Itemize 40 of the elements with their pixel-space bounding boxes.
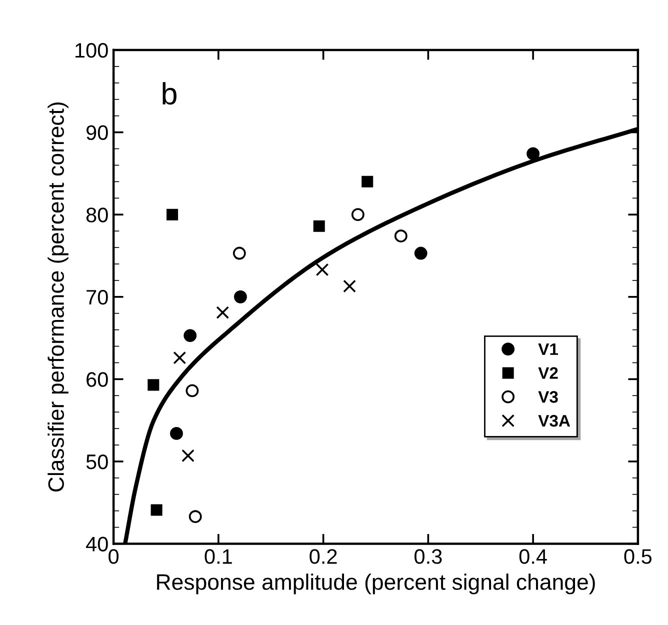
y-tick-label: 100 — [76, 43, 108, 58]
y-tick-label: 70 — [86, 290, 108, 305]
x-axis-title: Response amplitude (percent signal change) — [157, 574, 595, 594]
point — [362, 176, 374, 188]
x-tick-label: 0.4 — [519, 549, 547, 564]
x-tick-label: 0.3 — [414, 549, 442, 564]
point — [414, 246, 428, 260]
point — [232, 246, 246, 260]
point — [186, 384, 199, 398]
legend-label: V1 — [538, 343, 558, 355]
y-tick-label: 50 — [86, 454, 108, 470]
point — [316, 263, 329, 276]
point — [148, 379, 160, 391]
point — [188, 510, 202, 524]
y-tick-label: 80 — [86, 208, 108, 222]
point — [234, 290, 247, 304]
point — [394, 230, 408, 242]
point — [343, 280, 356, 293]
legend-label: V3 — [538, 391, 558, 403]
legend-label: V2 — [538, 367, 558, 379]
point — [351, 208, 364, 222]
y-tick-label: 40 — [86, 536, 108, 552]
point — [216, 306, 230, 319]
legend-label: V3A — [538, 414, 570, 427]
point — [526, 147, 540, 160]
x-tick-label: 0 — [108, 549, 119, 564]
point — [166, 208, 178, 220]
y-axis-title: Classifier performance (percent correct) — [48, 102, 68, 492]
y-tick-label: 90 — [86, 125, 108, 140]
x-tick-label: 0.2 — [310, 549, 337, 564]
annotation: b — [162, 82, 176, 105]
point — [182, 449, 194, 462]
point — [150, 504, 162, 516]
point — [173, 351, 186, 364]
y-tick-label: 60 — [86, 372, 108, 387]
point — [184, 329, 197, 342]
x-tick-label: 0.1 — [204, 549, 232, 564]
point — [313, 220, 325, 232]
x-tick-label: 0.5 — [624, 549, 652, 564]
point — [170, 427, 183, 440]
